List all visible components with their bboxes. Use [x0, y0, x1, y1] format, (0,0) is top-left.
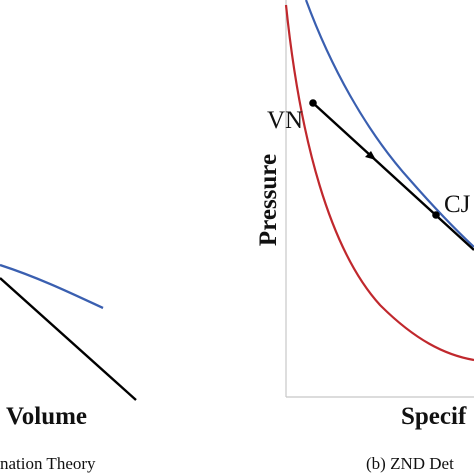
panel-b-reactant-hugoniot	[284, 4, 474, 362]
panel-a-x-axis-label: Volume	[6, 403, 87, 430]
panel-b: VN CJ Pressure Specif (b) ZND Det	[255, 0, 474, 473]
panel-b-caption: (b) ZND Det	[366, 454, 454, 473]
panel-a-caption: nation Theory	[0, 454, 96, 473]
panel-b-cj-label: CJ	[444, 191, 471, 218]
panel-b-product-hugoniot	[304, 0, 474, 248]
panel-a-hugoniot-curve	[0, 263, 104, 310]
panel-b-x-axis-label: Specif	[401, 403, 467, 430]
panel-a-rayleigh-line	[0, 277, 137, 401]
panel-b-y-axis-label: Pressure	[255, 154, 282, 246]
panel-b-vn-label: VN	[267, 107, 303, 134]
panel-b-rayleigh-line	[312, 102, 474, 251]
panel-b-rayleigh-arrow	[365, 151, 376, 160]
panel-b-cj-point	[432, 211, 440, 219]
panel-a: Volume nation Theory	[0, 263, 137, 473]
panel-b-vn-point	[309, 99, 317, 107]
